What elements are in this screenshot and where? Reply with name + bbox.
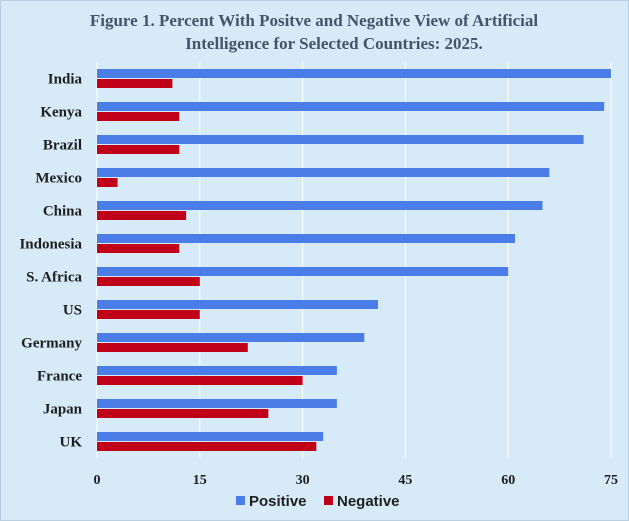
bar-negative bbox=[97, 178, 118, 187]
bar-positive bbox=[97, 69, 611, 78]
bar-positive bbox=[97, 201, 543, 210]
category-label: UK bbox=[60, 435, 83, 451]
bar-negative bbox=[97, 442, 317, 451]
category-label: Indonesia bbox=[19, 237, 82, 253]
legend-swatch bbox=[324, 496, 333, 505]
x-tick-label: 30 bbox=[296, 473, 310, 488]
bar-positive bbox=[97, 168, 550, 177]
category-label: US bbox=[63, 303, 82, 319]
gridlines bbox=[96, 62, 612, 458]
bar-positive bbox=[97, 102, 605, 111]
category-label: China bbox=[43, 204, 83, 220]
legend: Positive Negative bbox=[236, 493, 400, 510]
chart-title: Figure 1. Percent With Positve and Negat… bbox=[90, 11, 539, 53]
category-label: S. Africa bbox=[26, 270, 82, 286]
x-tick-label: 45 bbox=[398, 473, 412, 488]
x-axis-tick-labels: 0 15 30 45 60 75 bbox=[94, 473, 619, 488]
category-label: India bbox=[48, 72, 83, 88]
bar-positive bbox=[97, 366, 337, 375]
category-label: Mexico bbox=[35, 171, 82, 187]
x-tick-label: 75 bbox=[604, 473, 618, 488]
chart-title-line-1: Figure 1. Percent With Positve and Negat… bbox=[90, 11, 539, 30]
bar-negative bbox=[97, 376, 303, 385]
bar-negative bbox=[97, 145, 180, 154]
bar-negative bbox=[97, 343, 248, 352]
bar-positive bbox=[97, 432, 324, 441]
category-label: France bbox=[37, 369, 82, 385]
bar-positive bbox=[97, 300, 378, 309]
x-tick-label: 60 bbox=[501, 473, 515, 488]
x-tick-label: 15 bbox=[193, 473, 207, 488]
legend-label: Negative bbox=[337, 493, 400, 510]
bar-positive bbox=[97, 333, 365, 342]
bar-negative bbox=[97, 112, 180, 121]
bar-negative bbox=[97, 244, 180, 253]
bar-positive bbox=[97, 267, 509, 276]
legend-item-negative: Negative bbox=[324, 493, 400, 510]
bar-positive bbox=[97, 399, 337, 408]
category-label: Japan bbox=[43, 402, 83, 418]
category-label: Germany bbox=[21, 336, 82, 352]
chart-title-line-2: Intelligence for Selected Countries: 202… bbox=[185, 34, 483, 53]
bar-negative bbox=[97, 310, 200, 319]
bar-negative bbox=[97, 211, 187, 220]
bar-positive bbox=[97, 234, 516, 243]
x-tick-label: 0 bbox=[94, 473, 101, 488]
bar-positive bbox=[97, 135, 584, 144]
legend-item-positive: Positive bbox=[236, 493, 307, 510]
bar-negative bbox=[97, 79, 173, 88]
category-label: Brazil bbox=[43, 138, 82, 154]
bar-negative bbox=[97, 277, 200, 286]
bar-negative bbox=[97, 409, 269, 418]
legend-label: Positive bbox=[249, 493, 307, 510]
bars bbox=[97, 69, 611, 451]
legend-swatch bbox=[236, 496, 245, 505]
category-label: Kenya bbox=[40, 105, 82, 121]
category-labels: India Kenya Brazil Mexico China Indonesia S. A… bbox=[19, 72, 82, 451]
